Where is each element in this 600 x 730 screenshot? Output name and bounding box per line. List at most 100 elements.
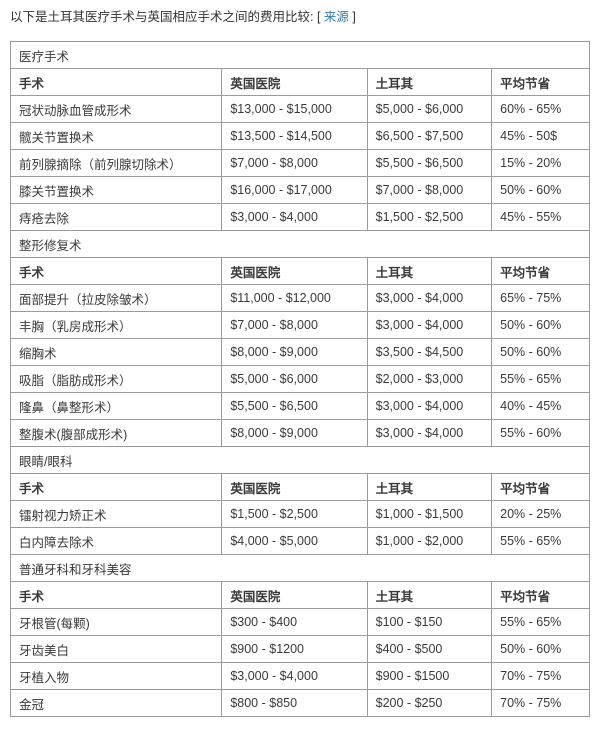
intro-text: 以下是土耳其医疗手术与英国相应手术之间的费用比较: [ 来源 ] xyxy=(10,8,590,26)
column-header-1: 英国医院 xyxy=(221,68,368,97)
column-header-row: 手术 英国医院 土耳其 平均节省 xyxy=(9,473,590,502)
uk-hospital-cost: $8,000 - $9,000 xyxy=(221,419,368,448)
procedure-name: 髋关节置换术 xyxy=(9,122,223,151)
column-header-row: 手术 英国医院 土耳其 平均节省 xyxy=(9,68,590,97)
turkey-cost: $5,500 - $6,500 xyxy=(366,149,493,178)
cost-comparison-table: 医疗手术 手术 英国医院 土耳其 平均节省 冠状动脉血管成形术 $13,000 - $15,… xyxy=(9,41,590,718)
procedure-name: 整腹术(腹部成形术) xyxy=(9,419,223,448)
uk-hospital-cost: $16,000 - $17,000 xyxy=(221,176,368,205)
column-header-0: 手术 xyxy=(9,473,223,502)
uk-hospital-cost: $3,000 - $4,000 xyxy=(221,203,368,232)
procedure-name: 金冠 xyxy=(9,689,223,718)
column-header-1: 英国医院 xyxy=(221,581,368,610)
uk-hospital-cost: $900 - $1200 xyxy=(221,635,368,664)
average-saving: 55% - 65% xyxy=(491,527,590,556)
procedure-name: 白内障去除术 xyxy=(9,527,223,556)
section-row-0: 医疗手术 xyxy=(10,41,590,70)
table-row: 面部提升（拉皮除皱术） $11,000 - $12,000 $3,000 - $4,… xyxy=(9,284,590,313)
average-saving: 50% - 60% xyxy=(491,338,590,367)
turkey-cost: $6,500 - $7,500 xyxy=(366,122,493,151)
table-row: 牙植入物 $3,000 - $4,000 $900 - $1500 70% - 75% xyxy=(9,662,590,691)
uk-hospital-cost: $11,000 - $12,000 xyxy=(221,284,368,313)
section-title: 医疗手术 xyxy=(10,41,590,70)
average-saving: 40% - 45% xyxy=(491,392,590,421)
column-header-2: 土耳其 xyxy=(366,68,493,97)
procedure-name: 痔疮去除 xyxy=(9,203,223,232)
uk-hospital-cost: $7,000 - $8,000 xyxy=(221,311,368,340)
uk-hospital-cost: $13,000 - $15,000 xyxy=(221,95,368,124)
procedure-name: 镭射视力矫正术 xyxy=(9,500,223,529)
turkey-cost: $1,000 - $1,500 xyxy=(366,500,493,529)
turkey-cost: $900 - $1500 xyxy=(366,662,493,691)
column-header-0: 手术 xyxy=(9,581,223,610)
average-saving: 50% - 60% xyxy=(491,311,590,340)
procedure-name: 面部提升（拉皮除皱术） xyxy=(9,284,223,313)
column-header-0: 手术 xyxy=(9,257,223,286)
table-row: 牙根管(每颗) $300 - $400 $100 - $150 55% - 65% xyxy=(9,608,590,637)
turkey-cost: $200 - $250 xyxy=(366,689,493,718)
table-row: 丰胸（乳房成形术） $7,000 - $8,000 $3,000 - $4,000 5… xyxy=(9,311,590,340)
turkey-cost: $5,000 - $6,000 xyxy=(366,95,493,124)
turkey-cost: $100 - $150 xyxy=(366,608,493,637)
uk-hospital-cost: $3,000 - $4,000 xyxy=(221,662,368,691)
turkey-cost: $400 - $500 xyxy=(366,635,493,664)
section-row-3: 普通牙科和牙科美容 xyxy=(10,554,590,583)
column-header-3: 平均节省 xyxy=(491,581,590,610)
table-row: 冠状动脉血管成形术 $13,000 - $15,000 $5,000 - $6,00… xyxy=(9,95,590,124)
procedure-name: 隆鼻（鼻整形术） xyxy=(9,392,223,421)
table-row: 白内障去除术 $4,000 - $5,000 $1,000 - $2,000 55% … xyxy=(9,527,590,556)
average-saving: 50% - 60% xyxy=(491,635,590,664)
source-link[interactable]: 来源 xyxy=(323,10,349,24)
procedure-name: 缩胸术 xyxy=(9,338,223,367)
procedure-name: 冠状动脉血管成形术 xyxy=(9,95,223,124)
average-saving: 65% - 75% xyxy=(491,284,590,313)
turkey-cost: $3,000 - $4,000 xyxy=(366,311,493,340)
average-saving: 55% - 65% xyxy=(491,608,590,637)
uk-hospital-cost: $5,500 - $6,500 xyxy=(221,392,368,421)
turkey-cost: $1,500 - $2,500 xyxy=(366,203,493,232)
table-row: 金冠 $800 - $850 $200 - $250 70% - 75% xyxy=(9,689,590,718)
procedure-name: 牙齿美白 xyxy=(9,635,223,664)
average-saving: 55% - 60% xyxy=(491,419,590,448)
average-saving: 55% - 65% xyxy=(491,365,590,394)
table-row: 前列腺摘除（前列腺切除术） $7,000 - $8,000 $5,500 - $6,… xyxy=(9,149,590,178)
column-header-3: 平均节省 xyxy=(491,473,590,502)
section-title: 普通牙科和牙科美容 xyxy=(10,554,590,583)
table-row: 牙齿美白 $900 - $1200 $400 - $500 50% - 60% xyxy=(9,635,590,664)
turkey-cost: $3,000 - $4,000 xyxy=(366,419,493,448)
column-header-3: 平均节省 xyxy=(491,257,590,286)
average-saving: 15% - 20% xyxy=(491,149,590,178)
uk-hospital-cost: $4,000 - $5,000 xyxy=(221,527,368,556)
uk-hospital-cost: $7,000 - $8,000 xyxy=(221,149,368,178)
turkey-cost: $3,000 - $4,000 xyxy=(366,392,493,421)
column-header-row: 手术 英国医院 土耳其 平均节省 xyxy=(9,257,590,286)
column-header-row: 手术 英国医院 土耳其 平均节省 xyxy=(9,581,590,610)
column-header-1: 英国医院 xyxy=(221,257,368,286)
procedure-name: 牙根管(每颗) xyxy=(9,608,223,637)
uk-hospital-cost: $800 - $850 xyxy=(221,689,368,718)
average-saving: 20% - 25% xyxy=(491,500,590,529)
table-row: 膝关节置换术 $16,000 - $17,000 $7,000 - $8,000 50… xyxy=(9,176,590,205)
procedure-name: 膝关节置换术 xyxy=(9,176,223,205)
procedure-name: 丰胸（乳房成形术） xyxy=(9,311,223,340)
column-header-2: 土耳其 xyxy=(366,581,493,610)
table-row: 整腹术(腹部成形术) $8,000 - $9,000 $3,000 - $4,000… xyxy=(9,419,590,448)
intro-text-after: ] xyxy=(348,10,356,24)
table-row: 隆鼻（鼻整形术） $5,500 - $6,500 $3,000 - $4,000 40… xyxy=(9,392,590,421)
turkey-cost: $1,000 - $2,000 xyxy=(366,527,493,556)
procedure-name: 牙植入物 xyxy=(9,662,223,691)
table-row: 吸脂（脂肪成形术） $5,000 - $6,000 $2,000 - $3,000 5… xyxy=(9,365,590,394)
average-saving: 45% - 55% xyxy=(491,203,590,232)
uk-hospital-cost: $1,500 - $2,500 xyxy=(221,500,368,529)
table-row: 髋关节置换术 $13,500 - $14,500 $6,500 - $7,500 45… xyxy=(9,122,590,151)
average-saving: 45% - 50$ xyxy=(491,122,590,151)
column-header-2: 土耳其 xyxy=(366,473,493,502)
uk-hospital-cost: $13,500 - $14,500 xyxy=(221,122,368,151)
procedure-name: 吸脂（脂肪成形术） xyxy=(9,365,223,394)
average-saving: 70% - 75% xyxy=(491,689,590,718)
uk-hospital-cost: $300 - $400 xyxy=(221,608,368,637)
section-row-2: 眼睛/眼科 xyxy=(10,446,590,475)
table-row: 缩胸术 $8,000 - $9,000 $3,500 - $4,500 50% - 6… xyxy=(9,338,590,367)
turkey-cost: $2,000 - $3,000 xyxy=(366,365,493,394)
